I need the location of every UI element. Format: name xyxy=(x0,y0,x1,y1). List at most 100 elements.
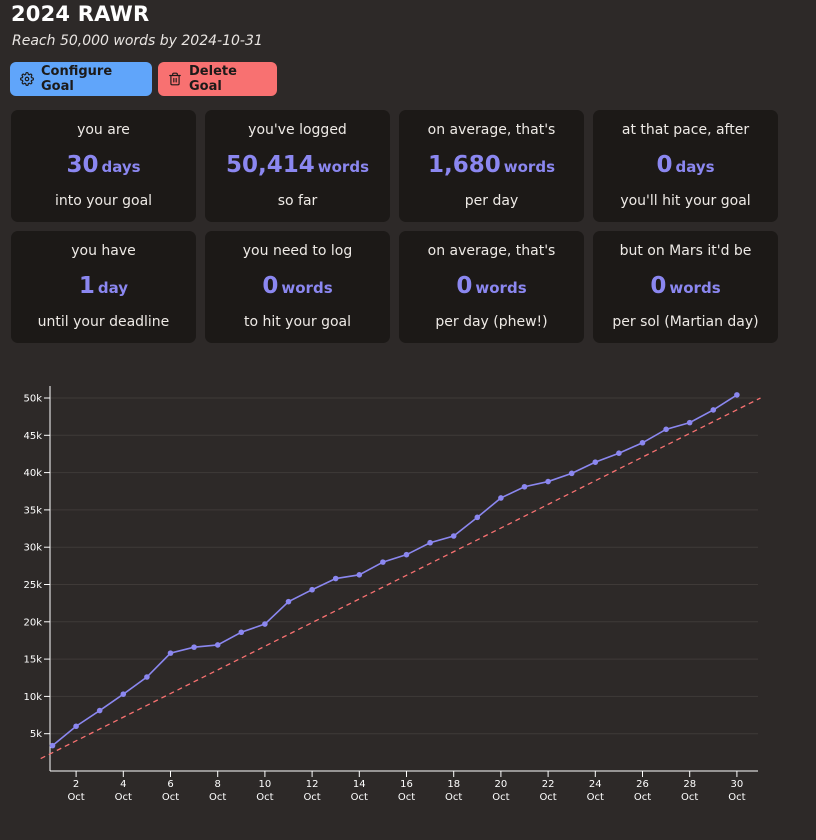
stat-value: 0 xyxy=(650,273,667,299)
stat-card-words-needed: you need to log 0 words to hit your goal xyxy=(205,231,390,343)
x-tick-label: 18 xyxy=(447,779,460,790)
progress-chart: 5k 10k 15k 20k 25k 30k 35k 40k 45k 50k 2 Oct 4 Oct 6 Oc… xyxy=(23,386,761,803)
stat-caption: you are xyxy=(77,122,130,138)
data-point xyxy=(332,575,339,582)
data-point xyxy=(734,392,740,398)
stat-caption: you've logged xyxy=(248,122,347,138)
y-tick-label: 45k xyxy=(23,431,42,442)
stat-value: 0 xyxy=(456,273,473,299)
stat-footer: per day (phew!) xyxy=(435,314,548,330)
x-tick-sublabel: Oct xyxy=(492,792,509,803)
y-tick-label: 50k xyxy=(23,394,42,405)
x-tick-sublabel: Oct xyxy=(162,792,179,803)
configure-goal-label: Configure Goal xyxy=(41,64,113,94)
data-point xyxy=(214,642,221,648)
x-tick-sublabel: Oct xyxy=(351,792,368,803)
x-tick-sublabel: Oct xyxy=(539,792,556,803)
x-tick-label: 6 xyxy=(167,779,173,790)
stat-card-required-per-day: on average, that's 0 words per day (phew!… xyxy=(399,231,584,343)
data-point xyxy=(427,539,433,546)
stat-footer: per sol (Martian day) xyxy=(612,314,759,330)
data-point xyxy=(262,621,268,627)
configure-goal-button[interactable]: Configure Goal xyxy=(10,62,152,96)
x-tick-label: 12 xyxy=(306,779,319,790)
data-point xyxy=(403,551,410,558)
x-tick-sublabel: Oct xyxy=(587,792,604,803)
x-tick-sublabel: Oct xyxy=(445,792,462,803)
stat-footer: to hit your goal xyxy=(243,314,352,330)
y-tick-label: 35k xyxy=(23,505,42,516)
x-tick-label: 4 xyxy=(120,779,126,790)
stat-card-words-logged: you've logged 50,414 words so far xyxy=(205,110,390,222)
stat-unit: words xyxy=(503,158,555,176)
stat-footer: you'll hit your goal xyxy=(620,193,751,209)
data-point xyxy=(639,439,646,446)
x-tick-sublabel: Oct xyxy=(728,792,745,803)
data-point xyxy=(686,419,693,426)
data-point xyxy=(309,586,315,593)
x-tick-sublabel: Oct xyxy=(115,792,132,803)
x-tick-label: 16 xyxy=(400,779,413,790)
goal-title: 2024 RAWR xyxy=(11,2,150,26)
data-point xyxy=(96,707,103,714)
data-point xyxy=(144,674,150,680)
stat-footer: so far xyxy=(277,193,318,209)
stat-unit: words xyxy=(475,279,527,297)
series-line xyxy=(51,394,738,747)
stat-unit: words xyxy=(669,279,721,297)
stat-footer: per day xyxy=(464,193,519,209)
x-tick-label: 10 xyxy=(259,779,272,790)
stat-caption: you need to log xyxy=(242,243,353,259)
stat-value: 1,680 xyxy=(428,152,501,178)
y-tick-label: 5k xyxy=(30,729,42,740)
goal-subtitle: Reach 50,000 words by 2024-10-31 xyxy=(12,33,263,49)
x-tick-label: 28 xyxy=(683,779,696,790)
data-point xyxy=(710,407,717,413)
data-point xyxy=(616,450,622,457)
x-tick-sublabel: Oct xyxy=(67,792,84,803)
gear-icon xyxy=(20,72,34,86)
stat-value: 0 xyxy=(262,273,279,299)
y-tick-label: 25k xyxy=(23,580,42,591)
x-tick-label: 8 xyxy=(215,779,221,790)
data-point xyxy=(120,691,127,697)
y-tick-label: 10k xyxy=(23,692,42,703)
data-point xyxy=(167,650,174,656)
data-point xyxy=(238,629,245,636)
x-tick-label: 22 xyxy=(542,779,555,790)
x-tick-label: 24 xyxy=(589,779,602,790)
x-tick-sublabel: Oct xyxy=(303,792,320,803)
x-tick-label: 26 xyxy=(636,779,649,790)
x-tick-label: 14 xyxy=(353,779,366,790)
stat-caption: on average, that's xyxy=(427,243,556,259)
data-point xyxy=(498,495,504,501)
stat-unit: days xyxy=(675,158,715,176)
data-point xyxy=(545,478,551,485)
stat-unit: days xyxy=(101,158,141,176)
stat-unit: words xyxy=(317,158,369,176)
stat-value: 0 xyxy=(656,152,673,178)
stat-caption: at that pace, after xyxy=(621,122,750,138)
data-point xyxy=(73,723,79,730)
stat-value: 1 xyxy=(78,273,95,299)
data-point xyxy=(191,644,197,650)
stat-footer: into your goal xyxy=(54,193,153,209)
stat-card-days-elapsed: you are 30 days into your goal xyxy=(11,110,196,222)
delete-goal-label: Delete Goal xyxy=(189,64,237,94)
data-point xyxy=(521,483,528,490)
stat-value: 30 xyxy=(66,152,99,178)
delete-goal-button[interactable]: Delete Goal xyxy=(158,62,277,96)
x-tick-sublabel: Oct xyxy=(256,792,273,803)
trash-icon xyxy=(169,72,181,86)
data-point xyxy=(380,559,386,565)
x-tick-label: 30 xyxy=(731,779,744,790)
data-point xyxy=(474,514,481,521)
data-point xyxy=(356,572,363,578)
data-point xyxy=(285,598,292,605)
stat-caption: on average, that's xyxy=(427,122,556,138)
stat-card-days-to-goal: at that pace, after 0 days you'll hit you… xyxy=(593,110,778,222)
x-tick-sublabel: Oct xyxy=(681,792,698,803)
y-tick-label: 15k xyxy=(23,655,42,666)
y-tick-label: 30k xyxy=(23,543,42,554)
